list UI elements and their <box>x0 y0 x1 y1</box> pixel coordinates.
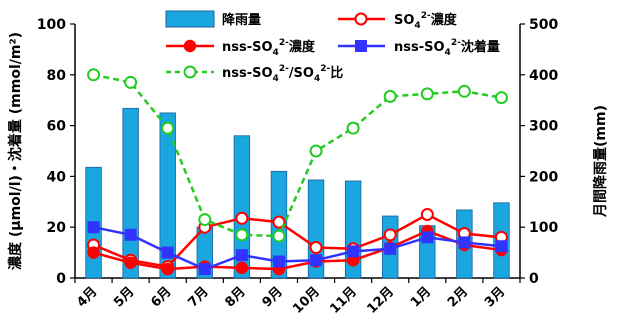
legend-label-rain: 降雨量 <box>222 12 261 28</box>
point-nss-so4-deposition <box>87 221 100 234</box>
point-nss-so4-conc <box>124 256 137 270</box>
point-nss-so4-deposition <box>310 254 323 267</box>
point-nss-ratio <box>161 121 175 135</box>
point-nss-ratio <box>272 229 286 243</box>
y-tick-label-left: 60 <box>47 119 67 135</box>
x-tick-label: 11月 <box>327 284 360 317</box>
y-tick-label-left: 40 <box>47 169 67 185</box>
legend-marker-nss-dep <box>355 40 367 52</box>
y-tick-label-right: 0 <box>529 271 539 287</box>
y-tick-label-left: 100 <box>37 17 66 33</box>
y-tick-label-right: 300 <box>529 119 558 135</box>
line-so4-conc <box>93 213 502 268</box>
x-tick-label: 3月 <box>482 284 508 310</box>
point-nss-so4-conc <box>87 246 100 259</box>
legend: 降雨量 SO42-濃度 nss-SO42-濃度 nss-SO42-沈着量 nss… <box>165 10 500 84</box>
legend-marker-so4 <box>354 12 368 26</box>
point-so4-conc <box>309 241 323 255</box>
point-so4-conc <box>235 211 249 225</box>
point-nss-so4-deposition <box>384 242 397 255</box>
y-tick-label-left: 80 <box>47 68 67 84</box>
point-nss-so4-deposition <box>458 236 471 249</box>
point-nss-ratio <box>346 121 360 135</box>
x-tick-label: 1月 <box>408 284 434 310</box>
line-nss-so4-deposition <box>93 225 502 271</box>
x-tick-label: 2月 <box>445 284 471 310</box>
x-tick-label: 10月 <box>290 284 323 317</box>
point-nss-ratio <box>124 75 138 89</box>
x-tick-label: 4月 <box>74 284 100 310</box>
point-nss-ratio <box>198 213 212 227</box>
point-so4-conc <box>420 208 434 221</box>
point-nss-so4-deposition <box>347 245 360 258</box>
point-nss-so4-conc <box>235 261 249 275</box>
y-tick-label-left: 20 <box>47 220 67 236</box>
legend-label-ratio: nss-SO42-/SO42-比 <box>222 64 343 84</box>
point-nss-so4-deposition <box>272 255 285 268</box>
tick-labels: 0 20 40 60 80 100 0 100 200 300 400 500 4月 5月 6月 7月 8月 9月… <box>37 17 559 317</box>
x-tick-label: 9月 <box>260 284 286 310</box>
x-tick-label: 12月 <box>364 284 397 317</box>
point-nss-so4-deposition <box>421 231 434 244</box>
y-tick-label-right: 200 <box>529 169 558 185</box>
legend-label-nss-conc: nss-SO42-濃度 <box>222 38 316 58</box>
point-nss-so4-conc <box>161 262 174 276</box>
point-nss-so4-deposition <box>161 246 174 259</box>
legend-marker-nss-conc <box>183 39 197 53</box>
axis-labels: 濃度 (μmol/l)・沈着量 (mmol/m²) 月間降雨量(mm) <box>7 32 609 270</box>
y-tick-label-left: 0 <box>56 271 66 287</box>
bar-rainfall <box>122 107 139 279</box>
legend-label-so4: SO42-濃度 <box>394 11 458 31</box>
x-tick-label: 6月 <box>148 284 174 310</box>
point-nss-ratio <box>235 228 249 242</box>
point-nss-so4-deposition <box>235 249 248 262</box>
point-nss-ratio <box>383 89 397 103</box>
line-series <box>87 68 508 276</box>
point-nss-ratio <box>457 84 471 98</box>
point-nss-so4-deposition <box>495 240 508 253</box>
x-tick-label: 8月 <box>223 284 249 310</box>
point-nss-so4-deposition <box>198 263 211 276</box>
line-nss-ratio <box>93 73 502 238</box>
legend-marker-ratio <box>183 65 197 79</box>
legend-swatch-rain <box>165 10 215 28</box>
y-tick-label-right: 100 <box>529 220 558 236</box>
point-nss-ratio <box>420 87 434 101</box>
point-nss-ratio <box>309 144 323 158</box>
axes <box>70 23 525 283</box>
y-axis-label-left: 濃度 (μmol/l)・沈着量 (mmol/m²) <box>7 32 24 270</box>
y-tick-label-right: 400 <box>529 68 558 84</box>
bar-rainfall <box>159 112 176 279</box>
bar-rainfall <box>233 135 251 279</box>
legend-label-nss-dep: nss-SO42-沈着量 <box>394 38 500 58</box>
y-tick-label-right: 500 <box>529 17 558 33</box>
line-nss-so4-conc <box>93 229 502 271</box>
bar-rainfall <box>307 179 325 279</box>
point-so4-conc <box>272 215 286 229</box>
point-nss-so4-deposition <box>124 228 137 241</box>
point-so4-conc <box>383 228 397 242</box>
bar-series <box>85 107 510 279</box>
point-nss-ratio <box>87 68 101 82</box>
x-tick-label: 5月 <box>111 284 137 310</box>
point-nss-ratio <box>494 91 508 105</box>
y-axis-label-right: 月間降雨量(mm) <box>592 105 609 218</box>
x-tick-label: 7月 <box>185 284 211 310</box>
